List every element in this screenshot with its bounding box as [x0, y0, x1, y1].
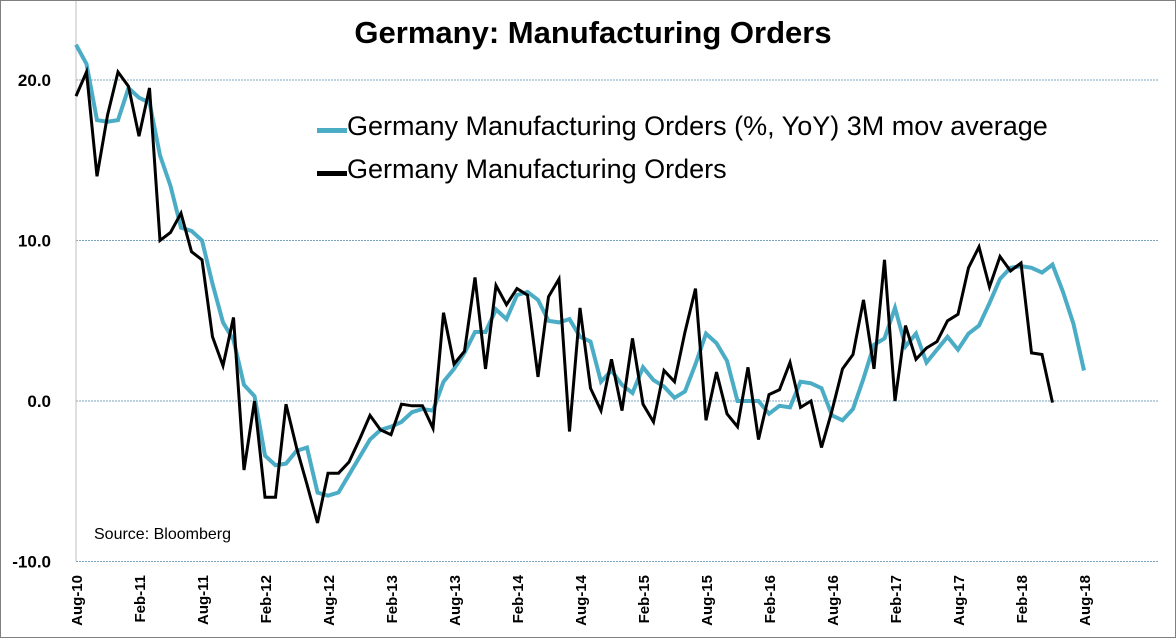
legend-swatch-moving-average	[317, 128, 347, 133]
y-tick-label: 10.0	[18, 232, 51, 251]
x-tick-label: Feb-11	[132, 575, 149, 623]
x-tick-label: Aug-16	[825, 575, 842, 626]
legend-label-orders: Germany Manufacturing Orders	[347, 154, 727, 184]
x-tick-label: Aug-10	[69, 575, 86, 626]
x-tick-label: Feb-15	[636, 575, 653, 623]
series-line-0	[74, 43, 1086, 498]
x-tick-label: Feb-13	[384, 575, 401, 623]
x-tick-label: Aug-12	[321, 575, 338, 626]
y-tick-label: 0.0	[27, 392, 51, 411]
x-tick-label: Aug-13	[447, 575, 464, 626]
x-tick-label: Feb-16	[762, 575, 779, 623]
source-note: Source: Bloomberg	[94, 526, 231, 543]
y-tick-label: -10.0	[12, 553, 51, 572]
x-tick-label: Feb-14	[510, 574, 527, 623]
x-tick-label: Feb-18	[1014, 575, 1031, 623]
x-tick-label: Aug-18	[1077, 575, 1094, 626]
y-tick-label: 20.0	[18, 71, 51, 90]
x-tick-label: Feb-12	[258, 575, 275, 623]
x-tick-label: Aug-11	[195, 575, 212, 625]
series-lines	[74, 43, 1086, 524]
x-axis-ticks: Aug-10 Feb-11 Aug-11 Feb-12 Aug-12 Feb-13 Aug-…	[69, 574, 1094, 625]
chart-title: Germany: Manufacturing Orders	[354, 15, 832, 50]
legend-swatch-orders	[317, 171, 347, 176]
x-tick-label: Aug-17	[951, 575, 968, 626]
legend-label-moving-average: Germany Manufacturing Orders (%, YoY) 3M…	[347, 111, 1048, 141]
x-tick-label: Aug-14	[573, 574, 590, 625]
gridlines	[75, 1, 1159, 562]
series-line-1	[74, 66, 1054, 524]
x-tick-label: Aug-15	[699, 575, 716, 626]
x-tick-label: Feb-17	[888, 575, 905, 623]
y-axis-ticks: 20.0 10.0 0.0 -10.0	[12, 71, 51, 572]
